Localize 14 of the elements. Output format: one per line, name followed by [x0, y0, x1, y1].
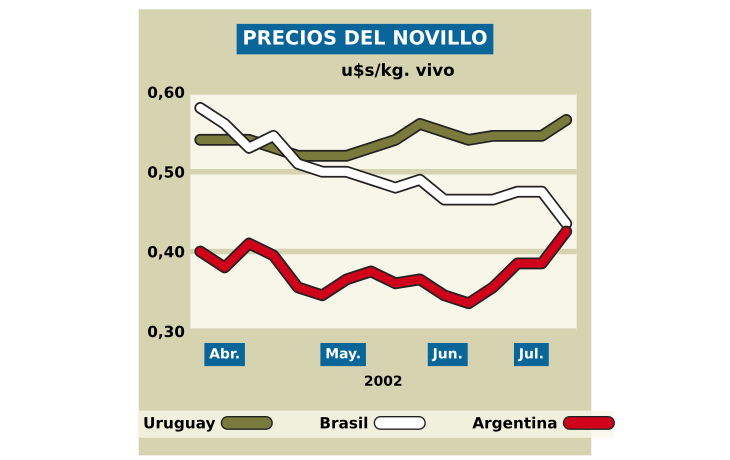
legend-label: Uruguay — [144, 417, 216, 432]
y-tick-label: 0,50 — [148, 166, 184, 180]
x-tick-label: May. — [326, 348, 360, 362]
y-tick-label: 0,40 — [148, 246, 184, 260]
y-tick-label: 0,30 — [148, 326, 184, 340]
chart-subtitle: u$s/kg. vivo — [342, 63, 454, 80]
chart-title: PRECIOS DEL NOVILLO — [244, 30, 487, 45]
x-tick-label: Abr. — [209, 348, 239, 359]
x-axis-title: 2002 — [365, 375, 402, 386]
y-tick-label: 0,60 — [148, 86, 184, 100]
x-tick-label: Jun. — [432, 348, 462, 362]
legend-label: Brasil — [320, 416, 368, 429]
x-tick-label: Jul. — [518, 348, 543, 362]
legend-label: Argentina — [472, 416, 556, 432]
